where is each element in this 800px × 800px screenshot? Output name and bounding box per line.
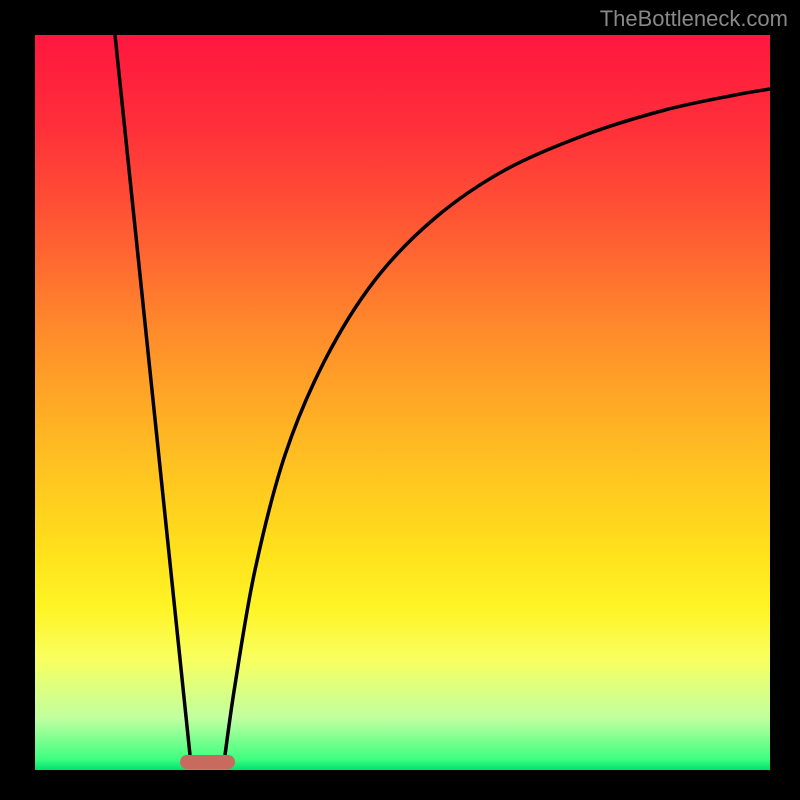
optimum-marker [180,755,235,769]
plot-area [35,35,770,770]
chart-container: TheBottleneck.com [0,0,800,800]
watermark-text: TheBottleneck.com [600,6,788,32]
bottleneck-curve [35,35,770,770]
